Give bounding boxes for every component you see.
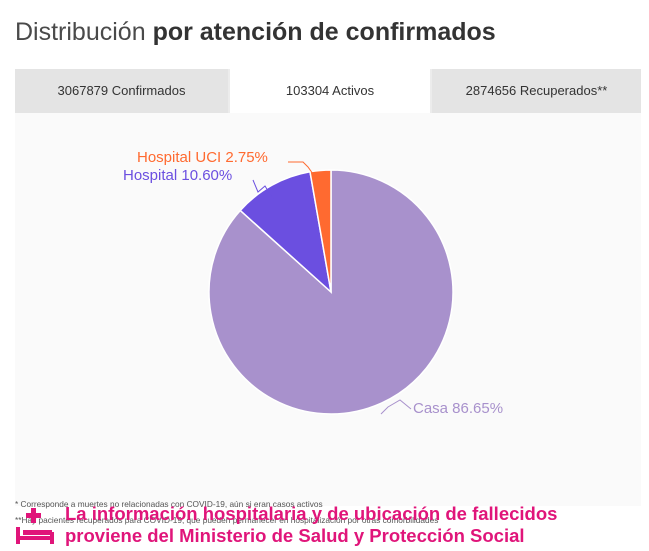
leader-line-0 [288, 161, 314, 175]
title-regular: Distribución [15, 18, 146, 46]
source-text: La información hospitalaria y de ubicaci… [65, 503, 557, 547]
pie-slice-1[interactable] [239, 170, 333, 295]
hospital-bed-icon [16, 508, 54, 544]
source-line-2: proviene del Ministerio de Salud y Prote… [65, 525, 525, 546]
source-line-1: La información hospitalaria y de ubicaci… [65, 503, 558, 524]
slice-label-0: Hospital UCI 2.75% [137, 149, 268, 166]
footnote-1: * Corresponde a muertes no relacionadas … [15, 499, 323, 509]
chart-area: Hospital UCI 2.75% Hospital 10.60% Casa 86… [15, 113, 641, 525]
slice-label-1: Hospital 10.60% [123, 167, 232, 184]
chart-title: Distribución por atención de confirmados [15, 18, 635, 47]
leader-line-1 [252, 179, 274, 200]
tab-recuperados[interactable]: 2874656 Recuperados** [432, 69, 641, 113]
tab-bar: 3067879 Confirmados 103304 Activos 28746… [15, 69, 641, 113]
slice-label-2: Casa 86.65% [413, 400, 503, 417]
chart-panel: 3067879 Confirmados 103304 Activos 28746… [15, 69, 641, 525]
title-bold: por atención de confirmados [152, 18, 496, 46]
pie-slice-0[interactable] [309, 169, 332, 293]
tab-confirmados[interactable]: 3067879 Confirmados [15, 69, 228, 113]
tab-activos[interactable]: 103304 Activos [230, 69, 430, 113]
leader-line-2 [380, 399, 412, 415]
source-note: La información hospitalaria y de ubicaci… [15, 503, 640, 547]
footnotes: * Corresponde a muertes no relacionadas … [15, 496, 641, 528]
footnote-2: **Hay pacientes recuperados para COVID-1… [15, 515, 439, 525]
pie-chart: Hospital UCI 2.75%Hospital 10.60% Casa 86… [123, 149, 503, 417]
